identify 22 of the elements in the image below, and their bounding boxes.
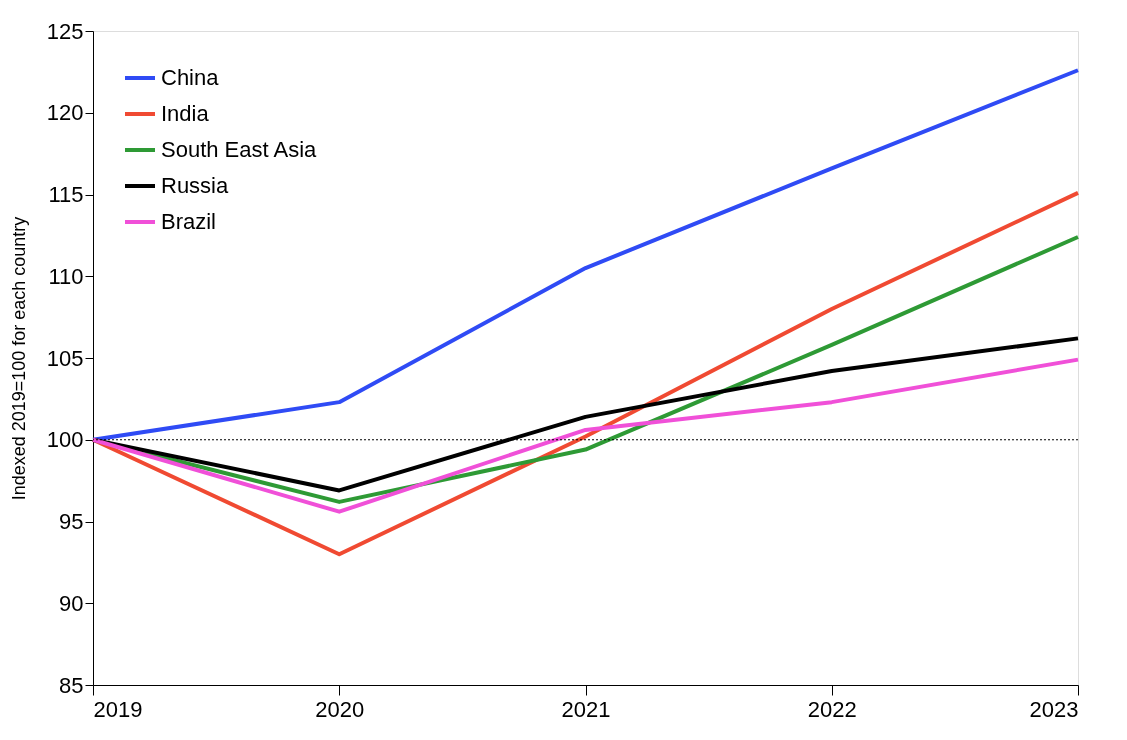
y-tick-label: 100 — [46, 427, 84, 453]
y-tick-label: 85 — [59, 672, 84, 698]
x-tick-label: 2023 — [1029, 696, 1079, 722]
y-tick-label: 125 — [46, 18, 84, 44]
legend-label: Brazil — [161, 209, 217, 234]
y-tick-label: 95 — [59, 509, 84, 534]
x-tick-label: 2022 — [807, 696, 857, 722]
x-tick-label: 2021 — [561, 696, 611, 722]
y-tick-label: 120 — [46, 100, 84, 126]
x-tick-label: 2020 — [315, 696, 365, 722]
x-tick-label: 2019 — [93, 696, 143, 722]
legend-label: China — [161, 65, 220, 90]
legend-label: Russia — [161, 173, 230, 198]
line-series — [91, 357, 1080, 514]
y-tick-label: 115 — [48, 182, 84, 207]
legend-label: South East Asia — [161, 137, 318, 162]
y-tick-label: 110 — [48, 263, 84, 289]
y-tick-label: 105 — [46, 345, 84, 371]
y-tick-label: 90 — [59, 590, 84, 616]
y-axis-title: Indexed 2019=100 for each country — [8, 216, 29, 501]
legend-label: India — [161, 101, 210, 126]
line-series — [91, 68, 1080, 442]
